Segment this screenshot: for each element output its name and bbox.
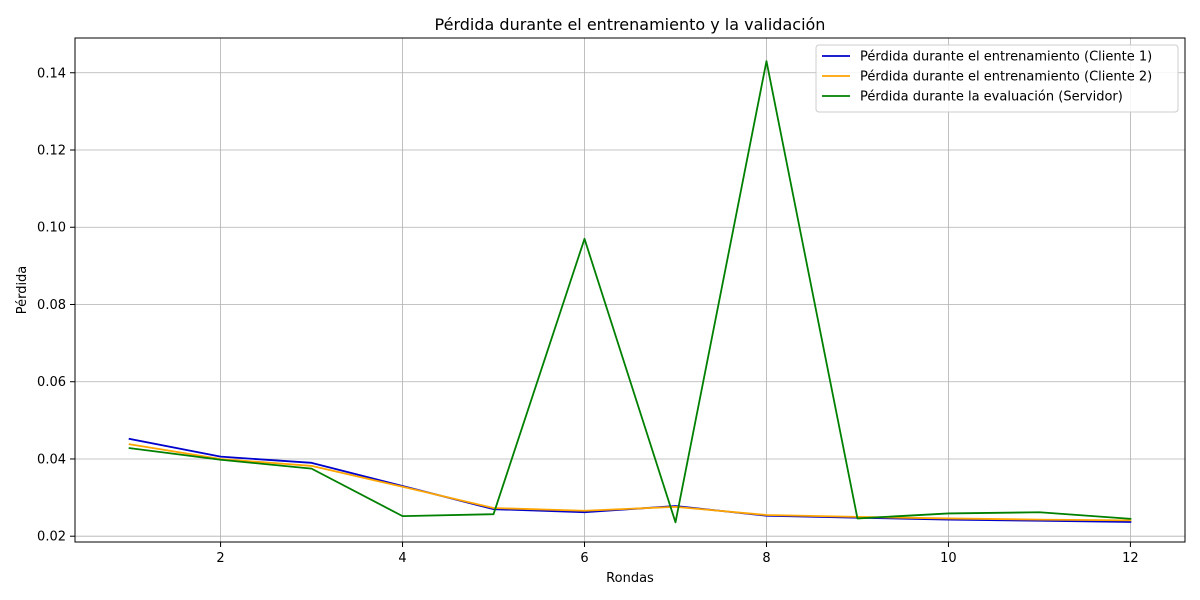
y-axis-label: Pérdida [15,266,30,315]
y-tick-label: 0.08 [37,298,66,313]
x-axis-label: Rondas [606,571,654,586]
grid-layer [75,38,1185,542]
x-tick-label: 10 [940,551,957,566]
x-tick-label: 12 [1122,551,1139,566]
legend-label-1: Pérdida durante el entrenamiento (Client… [860,50,1152,65]
series-line-2 [128,443,1132,522]
legend-box [815,44,1179,113]
y-tick-label: 0.04 [37,452,66,467]
plot-frame [74,37,1186,543]
x-tick-label: 2 [216,551,224,566]
series-line-3 [128,60,1132,524]
y-tick-label: 0.06 [37,375,66,390]
legend-label-3: Pérdida durante la evaluación (Servidor) [860,90,1123,105]
y-tick-label: 0.12 [37,144,66,159]
chart-title: Pérdida durante el entrenamiento y la va… [435,15,826,34]
y-tick-label: 0.14 [37,66,66,81]
series-layer [128,60,1132,524]
legend: Pérdida durante el entrenamiento (Client… [815,44,1179,113]
y-tick-label: 0.10 [37,221,66,236]
legend-label-2: Pérdida durante el entrenamiento (Client… [860,70,1152,85]
x-tick-label: 6 [580,551,588,566]
tick-layer: 2 4 6 8 10 12 0.02 0.04 0.06 0.08 0.10 0.12 0.14 [37,66,1139,566]
x-tick-label: 8 [762,551,770,566]
x-tick-label: 4 [398,551,406,566]
y-tick-label: 0.02 [37,530,66,545]
